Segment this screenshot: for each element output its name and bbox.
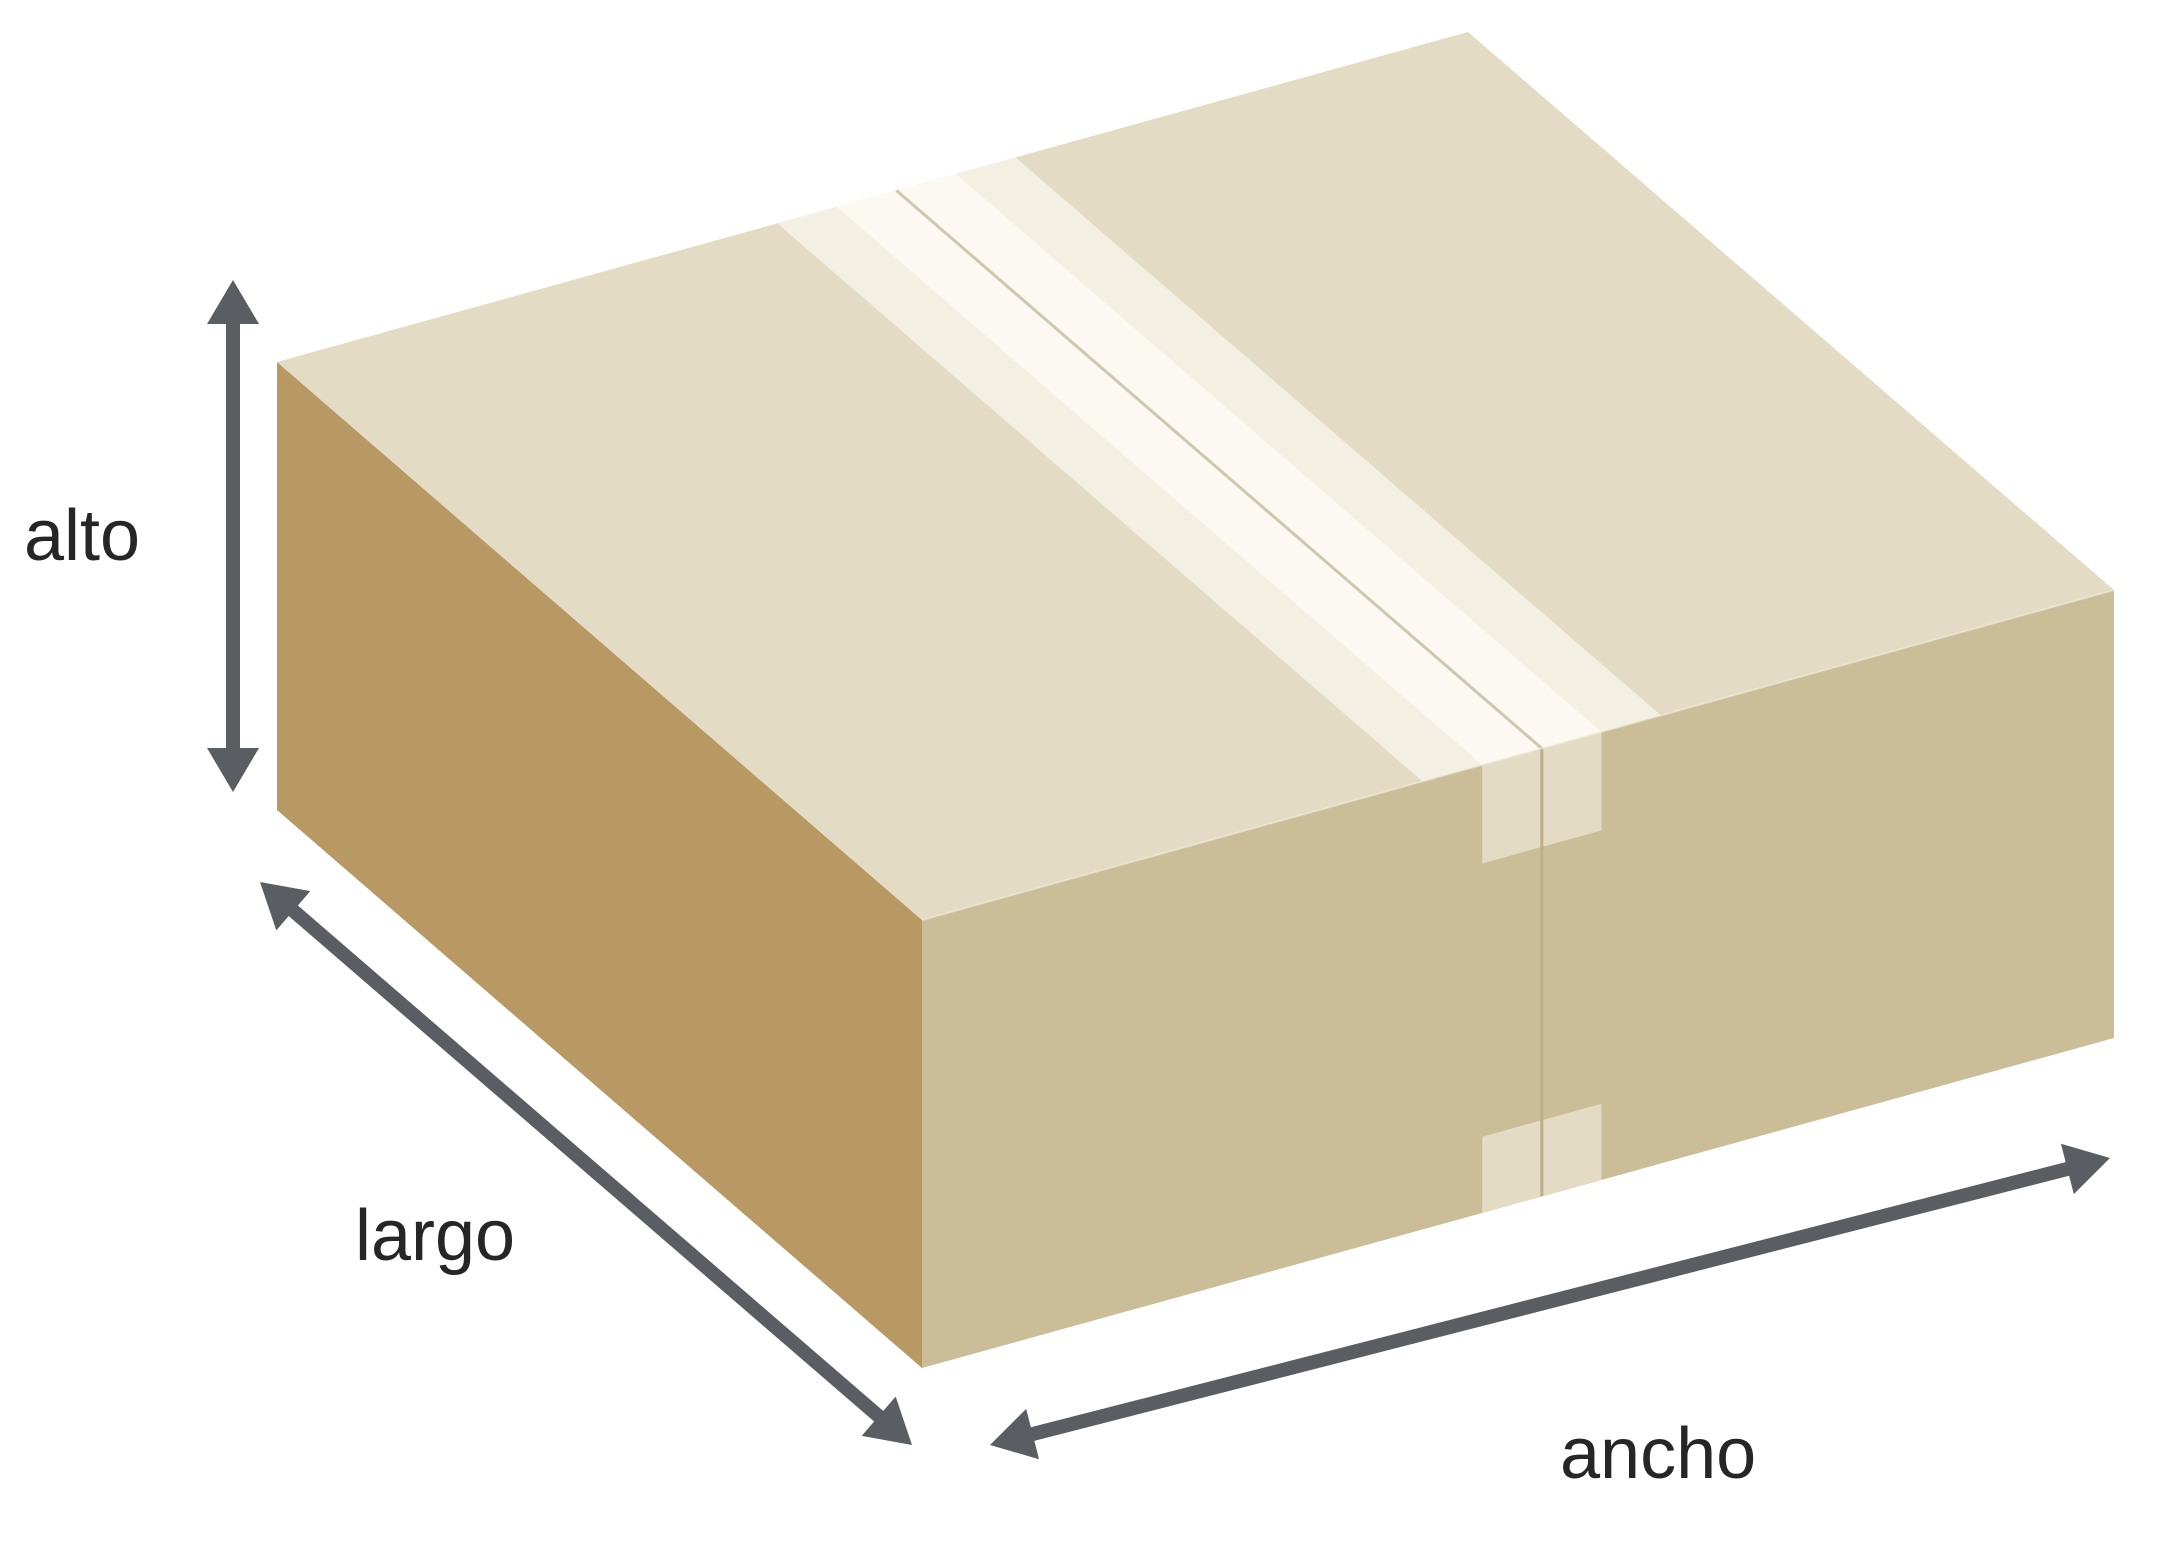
label-ancho: ancho [1560, 1414, 1756, 1494]
box-dimensions-diagram: alto largo ancho [0, 0, 2181, 1548]
label-largo: largo [355, 1196, 515, 1276]
label-alto: alto [24, 496, 140, 576]
arrow-alto [207, 280, 259, 792]
diagram-svg: alto largo ancho [0, 0, 2181, 1548]
